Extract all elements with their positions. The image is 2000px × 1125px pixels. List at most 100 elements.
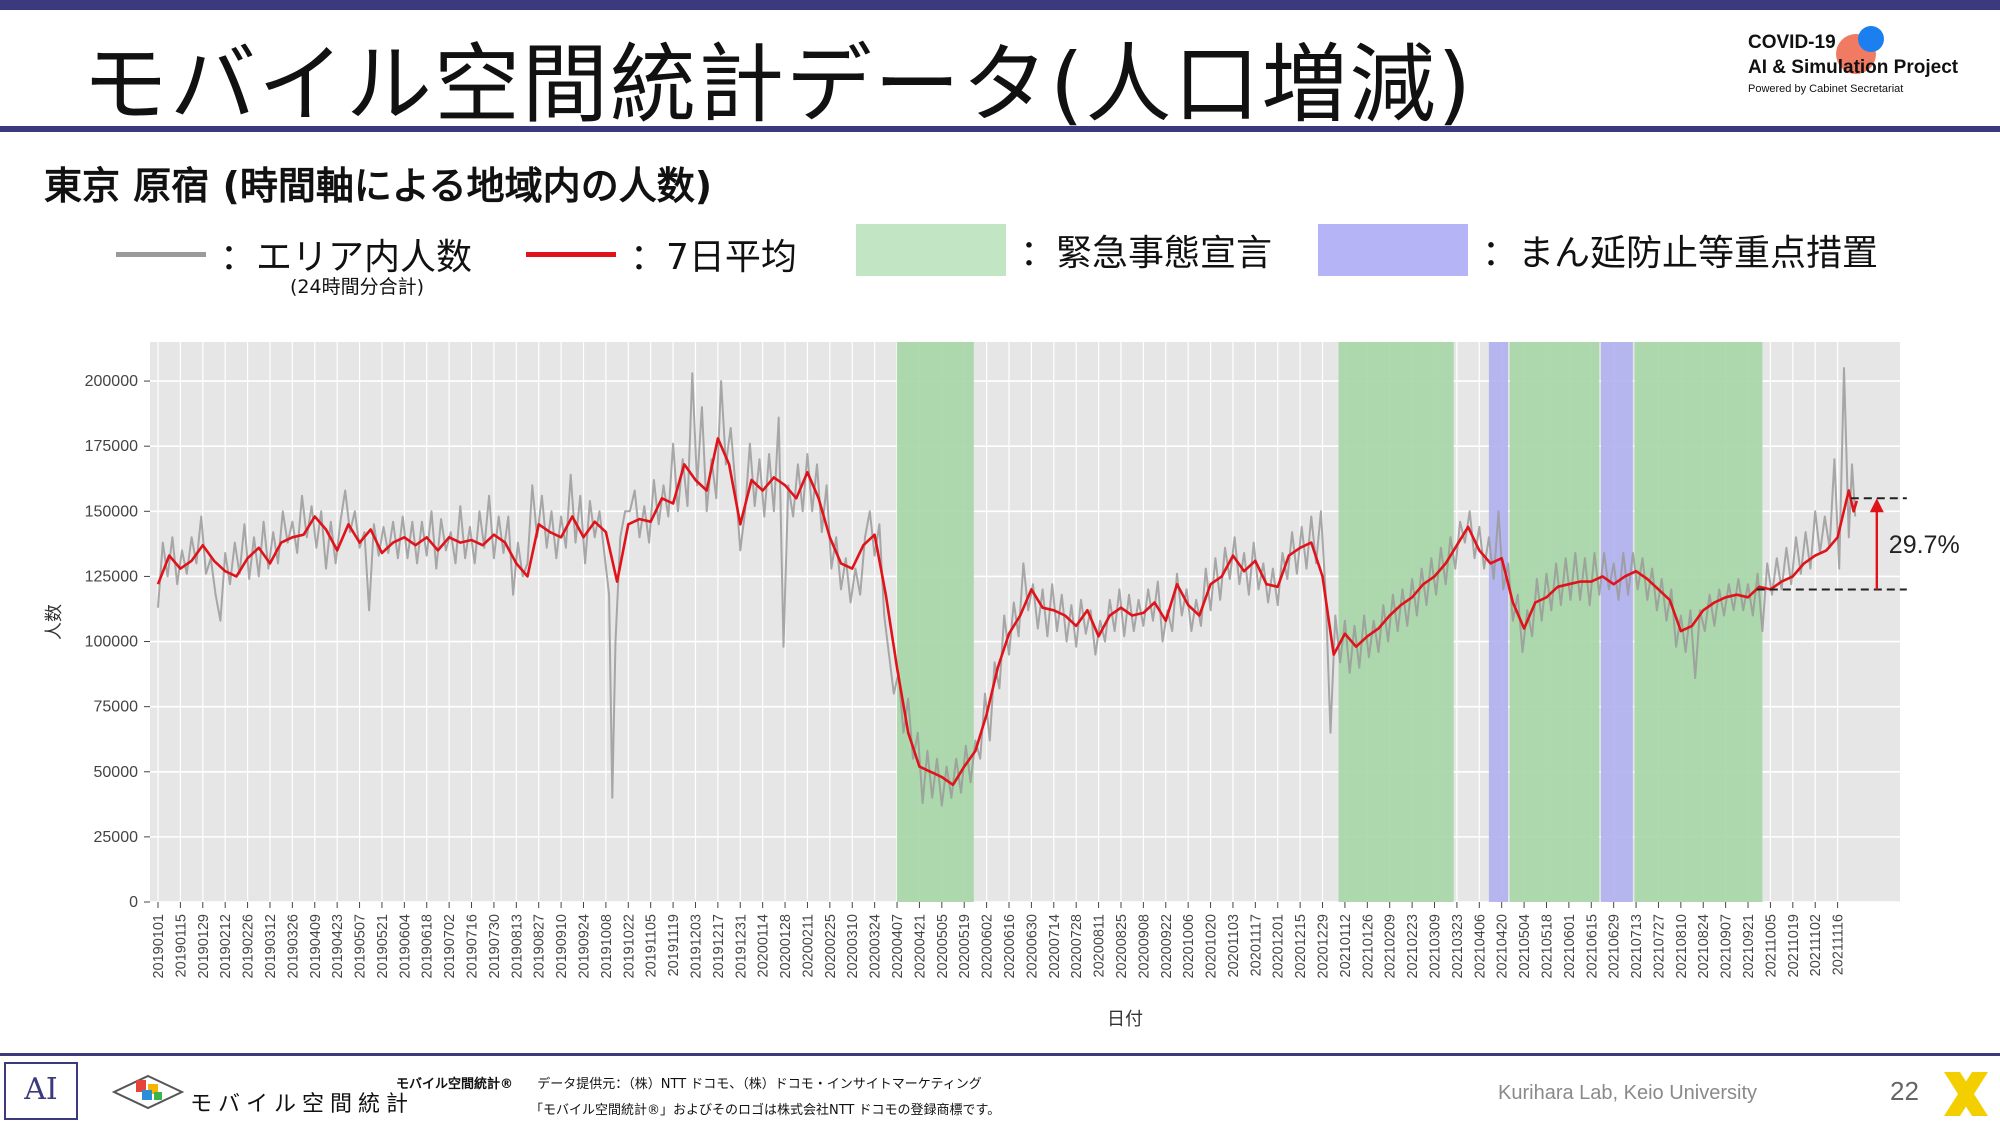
legend-raw-swatch — [116, 251, 206, 257]
x-axis-title: 日付 — [1107, 1009, 1143, 1030]
x-tick-label: 20190521 — [375, 914, 391, 979]
x-tick-label: 20201006 — [1181, 914, 1197, 979]
x-tick-label: 20201201 — [1271, 914, 1287, 979]
legend-priority: ：まん延防止等重点措置 — [1318, 224, 1878, 276]
logo-blue-dot — [1858, 26, 1884, 52]
x-tick-label: 20201117 — [1248, 914, 1264, 976]
x-tick-label: 20190409 — [308, 914, 324, 979]
x-tick-label: 20200519 — [957, 914, 973, 979]
increase-percent-label: 29.7% — [1889, 531, 1960, 559]
y-tick-label: 75000 — [94, 699, 139, 716]
x-tick-label: 20200114 — [756, 914, 772, 977]
emergency-period-band — [897, 342, 974, 902]
x-tick-label: 20200407 — [890, 914, 906, 979]
x-tick-label: 20200225 — [823, 914, 839, 979]
x-tick-label: 20210323 — [1450, 914, 1466, 979]
logo-line-1: COVID-19 — [1748, 32, 1836, 53]
x-tick-label: 20190129 — [196, 914, 212, 979]
x-tick-label: 20200630 — [1024, 914, 1040, 979]
x-tick-label: 20210907 — [1719, 914, 1735, 979]
legend-avg-label: ：7日平均 — [630, 237, 797, 278]
x-tick-label: 20190115 — [173, 914, 189, 977]
x-tick-label: 20200505 — [935, 914, 951, 979]
legend-priority-label: ：まん延防止等重点措置 — [1482, 233, 1879, 274]
emergency-period-band — [1509, 342, 1600, 902]
x-tick-label: 20190618 — [420, 914, 436, 979]
legend-avg-swatch — [526, 251, 616, 257]
y-tick-label: 0 — [129, 894, 138, 911]
x-tick-label: 20201229 — [1316, 914, 1332, 979]
legend-raw-note: (24時間分合計) — [290, 276, 425, 298]
x-tick-label: 20191105 — [644, 914, 660, 977]
page-number: 22 — [1890, 1076, 1919, 1106]
x-tick-label: 20211005 — [1763, 914, 1779, 977]
logo-line-2: AI & Simulation Project — [1748, 57, 1959, 78]
x-tick-label: 20210615 — [1584, 914, 1600, 979]
legend-raw: ：エリア内人数 — [116, 228, 472, 280]
x-tick-label: 20190716 — [465, 914, 481, 979]
logo-line-3: Powered by Cabinet Secretariat — [1748, 83, 1904, 95]
x-tick-label: 20210824 — [1696, 914, 1712, 979]
x-tick-label: 20200421 — [912, 914, 928, 979]
y-tick-label: 100000 — [85, 634, 138, 651]
x-logo-icon — [1944, 1072, 1988, 1116]
mobile-stats-brand: モバイル空間統計 — [190, 1092, 415, 1117]
x-tick-label: 20210727 — [1651, 914, 1667, 979]
population-chart: 0 25000 50000 75000 100000 125000 150000 175000… — [44, 342, 1960, 1030]
y-axis-title: 人数 — [44, 604, 65, 640]
x-tick-label: 20191022 — [621, 914, 637, 979]
priority-period-band — [1488, 342, 1509, 902]
y-tick-label: 200000 — [85, 373, 138, 390]
x-tick-label: 20210921 — [1741, 914, 1757, 979]
footer-provider: モバイル空間統計® データ提供元：（株）NTT ドコモ、（株）ドコモ・インサイト… — [396, 1073, 982, 1092]
x-tick-label: 20190813 — [509, 914, 525, 979]
x-tick-label: 20190924 — [577, 914, 593, 979]
x-tick-label: 20211102 — [1808, 914, 1824, 976]
footer-lab-name: Kurihara Lab, Keio University — [1498, 1082, 1758, 1104]
x-tick-label: 20210629 — [1607, 914, 1623, 979]
footer-trademark-note: 「モバイル空間統計®」およびそのロゴは株式会社NTT ドコモの登録商標です。 — [530, 1103, 1001, 1118]
y-tick-label: 150000 — [85, 503, 138, 520]
series-line-area-count — [157, 367, 1857, 807]
x-tick-label: 20200728 — [1069, 914, 1085, 979]
x-tick-label: 20200908 — [1136, 914, 1152, 979]
x-tick-label: 20191008 — [599, 914, 615, 979]
x-tick-label: 20191217 — [711, 914, 727, 979]
x-tick-label: 20200811 — [1092, 914, 1108, 977]
x-tick-label: 20200825 — [1114, 914, 1130, 979]
x-tick-label: 20190910 — [554, 914, 570, 979]
x-tick-label: 20200211 — [800, 914, 816, 977]
legend-emergency-label: ：緊急事態宣言 — [1020, 233, 1273, 274]
x-tick-label: 20200714 — [1047, 914, 1063, 979]
x-tick-label: 20210209 — [1383, 914, 1399, 979]
x-tick-label: 20210223 — [1405, 914, 1421, 979]
x-tick-label: 20211019 — [1786, 914, 1802, 977]
x-tick-label: 20210126 — [1360, 914, 1376, 979]
top-accent-bar — [0, 0, 2000, 10]
ai-lab-logo: AI — [4, 1062, 78, 1120]
chart-subtitle: 東京 原宿 (時間軸による地域内の人数) — [44, 164, 713, 208]
chart-legend: ：エリア内人数 ：7日平均 ：緊急事態宣言 ：まん延防止等重点措置 — [0, 218, 2000, 298]
header-divider — [0, 126, 2000, 132]
x-tick-label: 20210112 — [1338, 914, 1354, 977]
x-tick-label: 20190730 — [487, 914, 503, 979]
x-tick-label: 20190604 — [397, 914, 413, 979]
x-tick-label: 20190702 — [442, 914, 458, 979]
x-tick-label: 20200616 — [1002, 914, 1018, 979]
legend-avg: ：7日平均 — [526, 228, 797, 280]
footer-provider-text: データ提供元：（株）NTT ドコモ、（株）ドコモ・インサイトマーケティング — [537, 1077, 982, 1092]
y-tick-label: 50000 — [94, 764, 139, 781]
x-tick-label: 20190212 — [218, 914, 234, 979]
priority-period-band — [1600, 342, 1633, 902]
x-tick-label: 20210713 — [1629, 914, 1645, 979]
x-tick-label: 20190101 — [151, 914, 167, 979]
increase-arrow-head — [1869, 498, 1884, 513]
x-tick-label: 20190507 — [353, 914, 369, 979]
x-tick-label: 20200602 — [980, 914, 996, 979]
legend-emergency-swatch — [856, 224, 1006, 276]
series-line-7day-average — [156, 437, 1859, 787]
y-tick-label: 25000 — [94, 829, 139, 846]
page-title: モバイル空間統計データ(人口増減) — [82, 35, 1474, 135]
x-tick-label: 20191119 — [666, 914, 682, 976]
x-tick-label: 20190226 — [241, 914, 257, 979]
